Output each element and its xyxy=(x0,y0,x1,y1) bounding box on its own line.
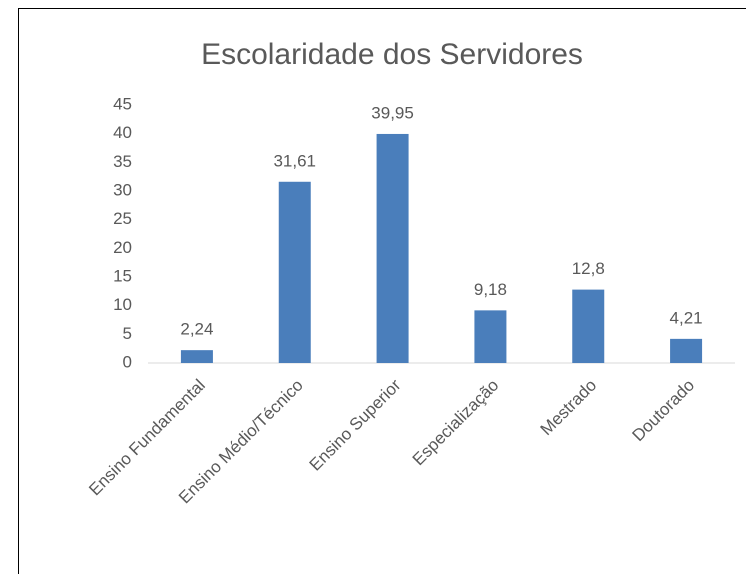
y-tick-label: 35 xyxy=(113,152,132,171)
bar xyxy=(670,338,703,363)
y-tick-label: 40 xyxy=(113,123,132,142)
value-label: 12,8 xyxy=(572,259,605,278)
y-tick-label: 20 xyxy=(113,238,132,257)
bar xyxy=(474,310,507,363)
y-tick-label: 25 xyxy=(113,209,132,228)
value-label: 2,24 xyxy=(180,320,213,339)
y-tick-label: 0 xyxy=(123,352,132,371)
value-label: 31,61 xyxy=(273,151,316,170)
bar xyxy=(572,289,605,363)
bar xyxy=(376,133,409,363)
y-tick-label: 30 xyxy=(113,180,132,199)
value-label: 9,18 xyxy=(474,280,507,299)
chart-title: Escolaridade dos Servidores xyxy=(201,38,583,71)
y-tick-label: 15 xyxy=(113,266,132,285)
bar xyxy=(180,350,213,363)
y-tick-label: 5 xyxy=(123,324,132,343)
y-tick-label: 45 xyxy=(113,94,132,113)
y-tick-label: 10 xyxy=(113,295,132,314)
bar xyxy=(278,181,311,363)
value-label: 39,95 xyxy=(371,103,414,122)
value-label: 4,21 xyxy=(670,308,703,327)
